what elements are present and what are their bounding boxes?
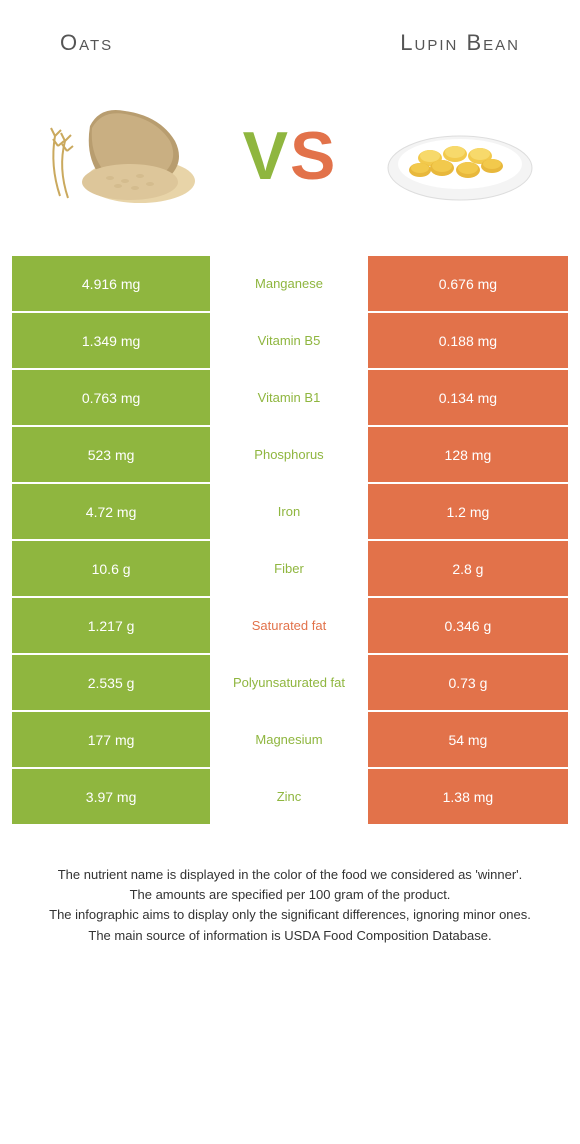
oats-icon [30, 86, 210, 226]
table-row: 1.217 gSaturated fat0.346 g [12, 598, 568, 655]
table-row: 2.535 gPolyunsaturated fat0.73 g [12, 655, 568, 712]
oats-image [30, 86, 210, 226]
table-row: 10.6 gFiber2.8 g [12, 541, 568, 598]
lupin-icon [370, 86, 550, 226]
cell-right-value: 0.73 g [368, 655, 568, 710]
title-left: Oats [60, 30, 113, 56]
footnote-line: The infographic aims to display only the… [20, 906, 560, 924]
cell-left-value: 1.349 mg [12, 313, 212, 368]
cell-right-value: 0.134 mg [368, 370, 568, 425]
cell-nutrient-name: Iron [212, 484, 368, 539]
cell-nutrient-name: Vitamin B1 [212, 370, 368, 425]
table-row: 523 mgPhosphorus128 mg [12, 427, 568, 484]
nutrient-table: 4.916 mgManganese0.676 mg1.349 mgVitamin… [12, 256, 568, 826]
footnote-line: The amounts are specified per 100 gram o… [20, 886, 560, 904]
table-row: 3.97 mgZinc1.38 mg [12, 769, 568, 826]
cell-left-value: 0.763 mg [12, 370, 212, 425]
table-row: 177 mgMagnesium54 mg [12, 712, 568, 769]
cell-nutrient-name: Phosphorus [212, 427, 368, 482]
cell-right-value: 1.2 mg [368, 484, 568, 539]
vs-v-letter: V [243, 118, 290, 194]
cell-nutrient-name: Fiber [212, 541, 368, 596]
titles-row: Oats Lupin Bean [0, 0, 580, 66]
cell-left-value: 4.72 mg [12, 484, 212, 539]
table-row: 1.349 mgVitamin B50.188 mg [12, 313, 568, 370]
footnote-line: The main source of information is USDA F… [20, 927, 560, 945]
cell-nutrient-name: Polyunsaturated fat [212, 655, 368, 710]
cell-right-value: 0.188 mg [368, 313, 568, 368]
lupin-image [370, 86, 550, 226]
table-row: 4.72 mgIron1.2 mg [12, 484, 568, 541]
cell-left-value: 10.6 g [12, 541, 212, 596]
hero-row: VS [0, 66, 580, 256]
cell-left-value: 3.97 mg [12, 769, 212, 824]
table-row: 4.916 mgManganese0.676 mg [12, 256, 568, 313]
cell-left-value: 1.217 g [12, 598, 212, 653]
cell-right-value: 0.676 mg [368, 256, 568, 311]
cell-nutrient-name: Manganese [212, 256, 368, 311]
table-row: 0.763 mgVitamin B10.134 mg [12, 370, 568, 427]
cell-nutrient-name: Saturated fat [212, 598, 368, 653]
cell-nutrient-name: Zinc [212, 769, 368, 824]
cell-nutrient-name: Vitamin B5 [212, 313, 368, 368]
title-right: Lupin Bean [400, 30, 520, 56]
cell-left-value: 2.535 g [12, 655, 212, 710]
cell-right-value: 0.346 g [368, 598, 568, 653]
footnote-block: The nutrient name is displayed in the co… [0, 826, 580, 945]
cell-right-value: 128 mg [368, 427, 568, 482]
cell-left-value: 523 mg [12, 427, 212, 482]
vs-s-letter: S [290, 118, 337, 194]
vs-label: VS [243, 117, 338, 195]
cell-right-value: 54 mg [368, 712, 568, 767]
cell-right-value: 2.8 g [368, 541, 568, 596]
footnote-line: The nutrient name is displayed in the co… [20, 866, 560, 884]
cell-right-value: 1.38 mg [368, 769, 568, 824]
cell-nutrient-name: Magnesium [212, 712, 368, 767]
cell-left-value: 4.916 mg [12, 256, 212, 311]
infographic-container: Oats Lupin Bean [0, 0, 580, 1144]
cell-left-value: 177 mg [12, 712, 212, 767]
